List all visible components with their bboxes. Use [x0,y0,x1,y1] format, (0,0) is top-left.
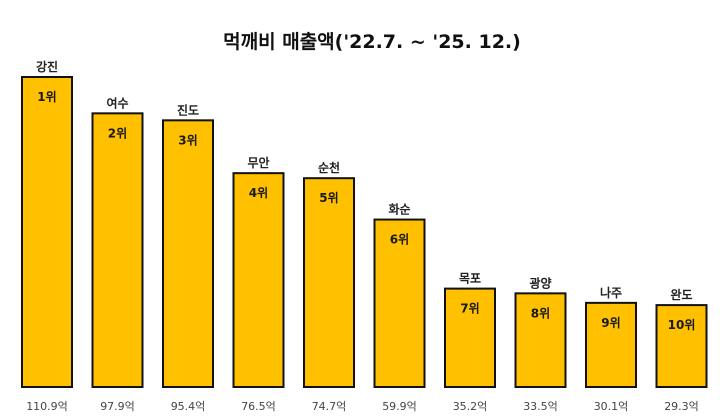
category-label-1: 강진 [36,59,58,74]
category-label-8: 광양 [529,275,551,290]
chart-title: 먹깨비 매출액('22.7. ~ '25. 12.) [223,31,521,53]
rank-label-2: 2위 [108,126,127,140]
bar-7 [444,287,496,388]
bar-3 [162,119,214,388]
bar-1 [21,76,73,388]
rank-label-1: 1위 [37,90,56,104]
bar-9 [585,301,637,389]
category-label-10: 완도 [670,288,692,302]
value-label-8: 33.5억 [523,400,558,413]
category-label-6: 화순 [388,202,410,217]
bar-5 [303,177,355,388]
bar-6 [373,218,426,388]
value-label-1: 110.9억 [26,400,68,413]
category-label-2: 여수 [106,95,128,110]
bar-2 [91,112,144,388]
bar-10 [655,304,708,388]
category-label-9: 나주 [600,285,622,300]
value-label-3: 95.4억 [171,400,206,413]
value-label-5: 74.7억 [312,400,347,413]
bar-8 [514,292,567,389]
category-label-5: 순천 [318,160,340,175]
rank-label-8: 8위 [531,306,550,320]
rank-label-6: 6위 [390,233,409,247]
value-label-2: 97.9억 [100,400,135,413]
value-label-9: 30.1억 [594,400,629,413]
rank-label-5: 5위 [319,191,338,205]
category-label-3: 진도 [177,102,199,117]
value-label-7: 35.2억 [453,400,488,413]
rank-label-10: 10위 [668,318,696,332]
rank-label-9: 9위 [601,316,620,330]
value-label-10: 29.3억 [664,400,699,413]
category-label-4: 무안 [247,155,269,170]
category-label-7: 목포 [459,272,481,286]
rank-label-3: 3위 [178,133,197,147]
rank-label-7: 7위 [460,302,479,316]
bar-4 [232,172,285,388]
value-label-4: 76.5억 [241,400,276,413]
value-label-6: 59.9억 [382,400,417,413]
rank-label-4: 4위 [249,186,268,200]
